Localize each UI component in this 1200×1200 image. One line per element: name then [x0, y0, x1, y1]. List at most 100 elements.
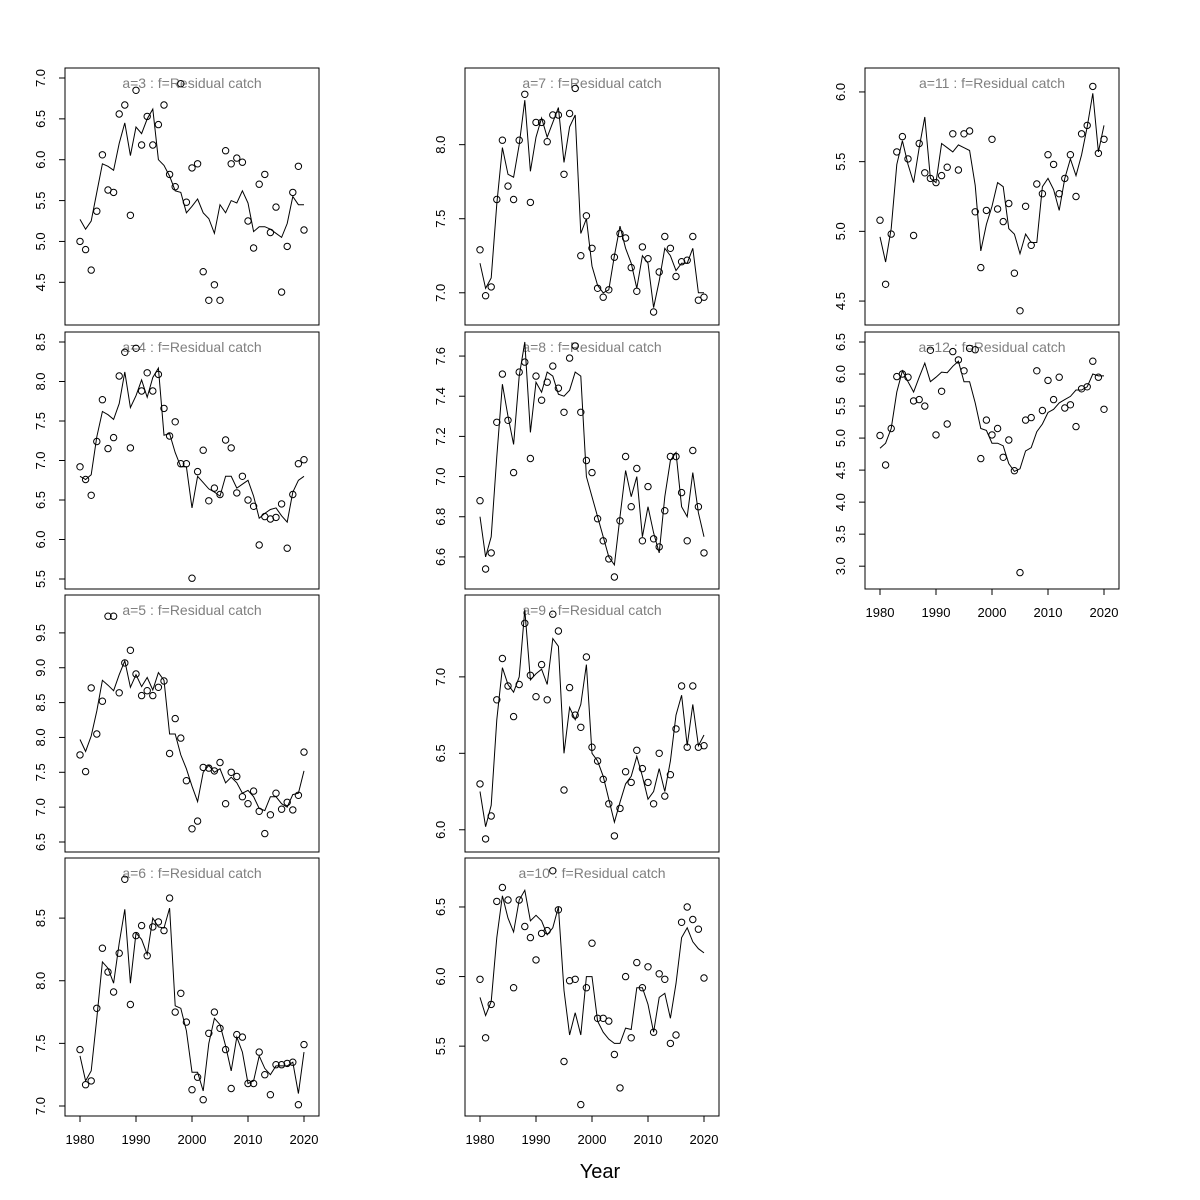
- observed-point: [188, 164, 196, 172]
- observed-point: [277, 805, 286, 813]
- observed-point: [1027, 413, 1035, 422]
- observed-point: [881, 461, 890, 469]
- observed-point: [893, 148, 901, 156]
- observed-point: [509, 984, 518, 992]
- observed-point: [672, 272, 680, 281]
- panel-frame: [464, 594, 720, 853]
- observed-point: [633, 746, 641, 754]
- observed-point: [649, 800, 658, 808]
- observed-point: [526, 454, 535, 463]
- observed-point: [582, 212, 591, 220]
- observed-point: [577, 252, 585, 260]
- observed-point: [588, 468, 596, 477]
- observed-point: [565, 977, 574, 985]
- panel: a=7 : f=Residual catch 7.0 7.5 8.0: [433, 67, 720, 326]
- observed-point: [537, 396, 546, 404]
- observed-point: [115, 110, 123, 118]
- observed-point: [672, 1031, 680, 1039]
- observed-point: [909, 397, 918, 405]
- observed-point: [289, 188, 297, 197]
- observed-point: [1010, 269, 1019, 277]
- observed-point: [188, 825, 196, 833]
- observed-point: [104, 968, 112, 976]
- observed-point: [677, 918, 686, 926]
- observed-point: [649, 535, 658, 543]
- observed-point: [616, 804, 624, 813]
- observed-point: [960, 367, 968, 375]
- observed-point: [588, 244, 596, 253]
- observed-point: [1005, 436, 1013, 444]
- observed-point: [616, 517, 624, 525]
- observed-point: [137, 691, 146, 700]
- observed-point: [481, 835, 490, 843]
- observed-point: [476, 246, 484, 254]
- observed-point: [205, 497, 213, 505]
- observed-point: [227, 768, 235, 776]
- observed-point: [272, 1061, 280, 1069]
- fitted-line: [79, 907, 305, 1094]
- observed-point: [81, 245, 90, 254]
- observed-point: [638, 984, 647, 992]
- observed-point: [926, 346, 935, 354]
- observed-point: [1100, 405, 1108, 413]
- observed-point: [481, 565, 490, 573]
- observed-point: [526, 198, 535, 207]
- y-tick-label: 6.5: [433, 744, 448, 762]
- observed-point: [255, 807, 263, 815]
- fitted-line: [479, 609, 705, 827]
- observed-point: [283, 544, 291, 552]
- observed-point: [1072, 422, 1080, 431]
- observed-point: [104, 612, 112, 620]
- observed-point: [300, 748, 308, 756]
- observed-point: [487, 812, 495, 820]
- observed-point: [1089, 82, 1097, 91]
- observed-point: [588, 939, 596, 947]
- observed-point: [644, 778, 652, 787]
- observed-point: [649, 308, 658, 316]
- observed-point: [543, 378, 551, 386]
- observed-point: [560, 408, 568, 416]
- observed-point: [904, 155, 912, 163]
- observed-point: [1061, 174, 1069, 183]
- observed-point: [537, 660, 546, 669]
- observed-point: [521, 358, 529, 366]
- x-tick-label: 1980: [866, 605, 895, 620]
- observed-point: [1061, 404, 1069, 412]
- observed-point: [876, 216, 884, 224]
- y-tick-label: 6.5: [433, 898, 448, 916]
- observed-point: [1027, 241, 1035, 250]
- observed-point: [1038, 190, 1047, 198]
- observed-point: [593, 284, 602, 292]
- observed-point: [949, 130, 957, 138]
- observed-point: [577, 408, 585, 416]
- observed-point: [943, 163, 951, 171]
- y-tick-label: 7.5: [33, 1034, 48, 1052]
- observed-point: [255, 180, 263, 188]
- observed-point: [1049, 395, 1058, 404]
- observed-point: [188, 1086, 196, 1094]
- observed-point: [261, 170, 269, 179]
- observed-point: [554, 111, 563, 119]
- observed-point: [171, 1008, 179, 1016]
- panel: a=3 : f=Residual catch 4.5 5.0 5.5 6.0 6.5 7.0: [33, 67, 320, 326]
- observed-point: [683, 743, 691, 751]
- observed-point: [121, 659, 129, 667]
- observed-point: [515, 368, 523, 376]
- observed-point: [560, 1057, 568, 1066]
- observed-point: [661, 975, 669, 983]
- observed-point: [571, 711, 579, 719]
- observed-point: [193, 1073, 202, 1081]
- observed-point: [549, 362, 557, 370]
- observed-point: [689, 682, 697, 690]
- panel: a=9 : f=Residual catch 6.0 6.5 7.0: [433, 594, 720, 853]
- observed-point: [926, 174, 935, 183]
- observed-point: [610, 573, 619, 581]
- observed-point: [76, 751, 84, 759]
- observed-point: [81, 475, 90, 484]
- observed-point: [921, 169, 929, 177]
- y-tick-label: 5.5: [33, 570, 48, 588]
- observed-point: [1072, 192, 1080, 201]
- observed-point: [909, 231, 918, 240]
- y-tick-label: 5.5: [433, 1037, 448, 1055]
- observed-point: [666, 771, 675, 779]
